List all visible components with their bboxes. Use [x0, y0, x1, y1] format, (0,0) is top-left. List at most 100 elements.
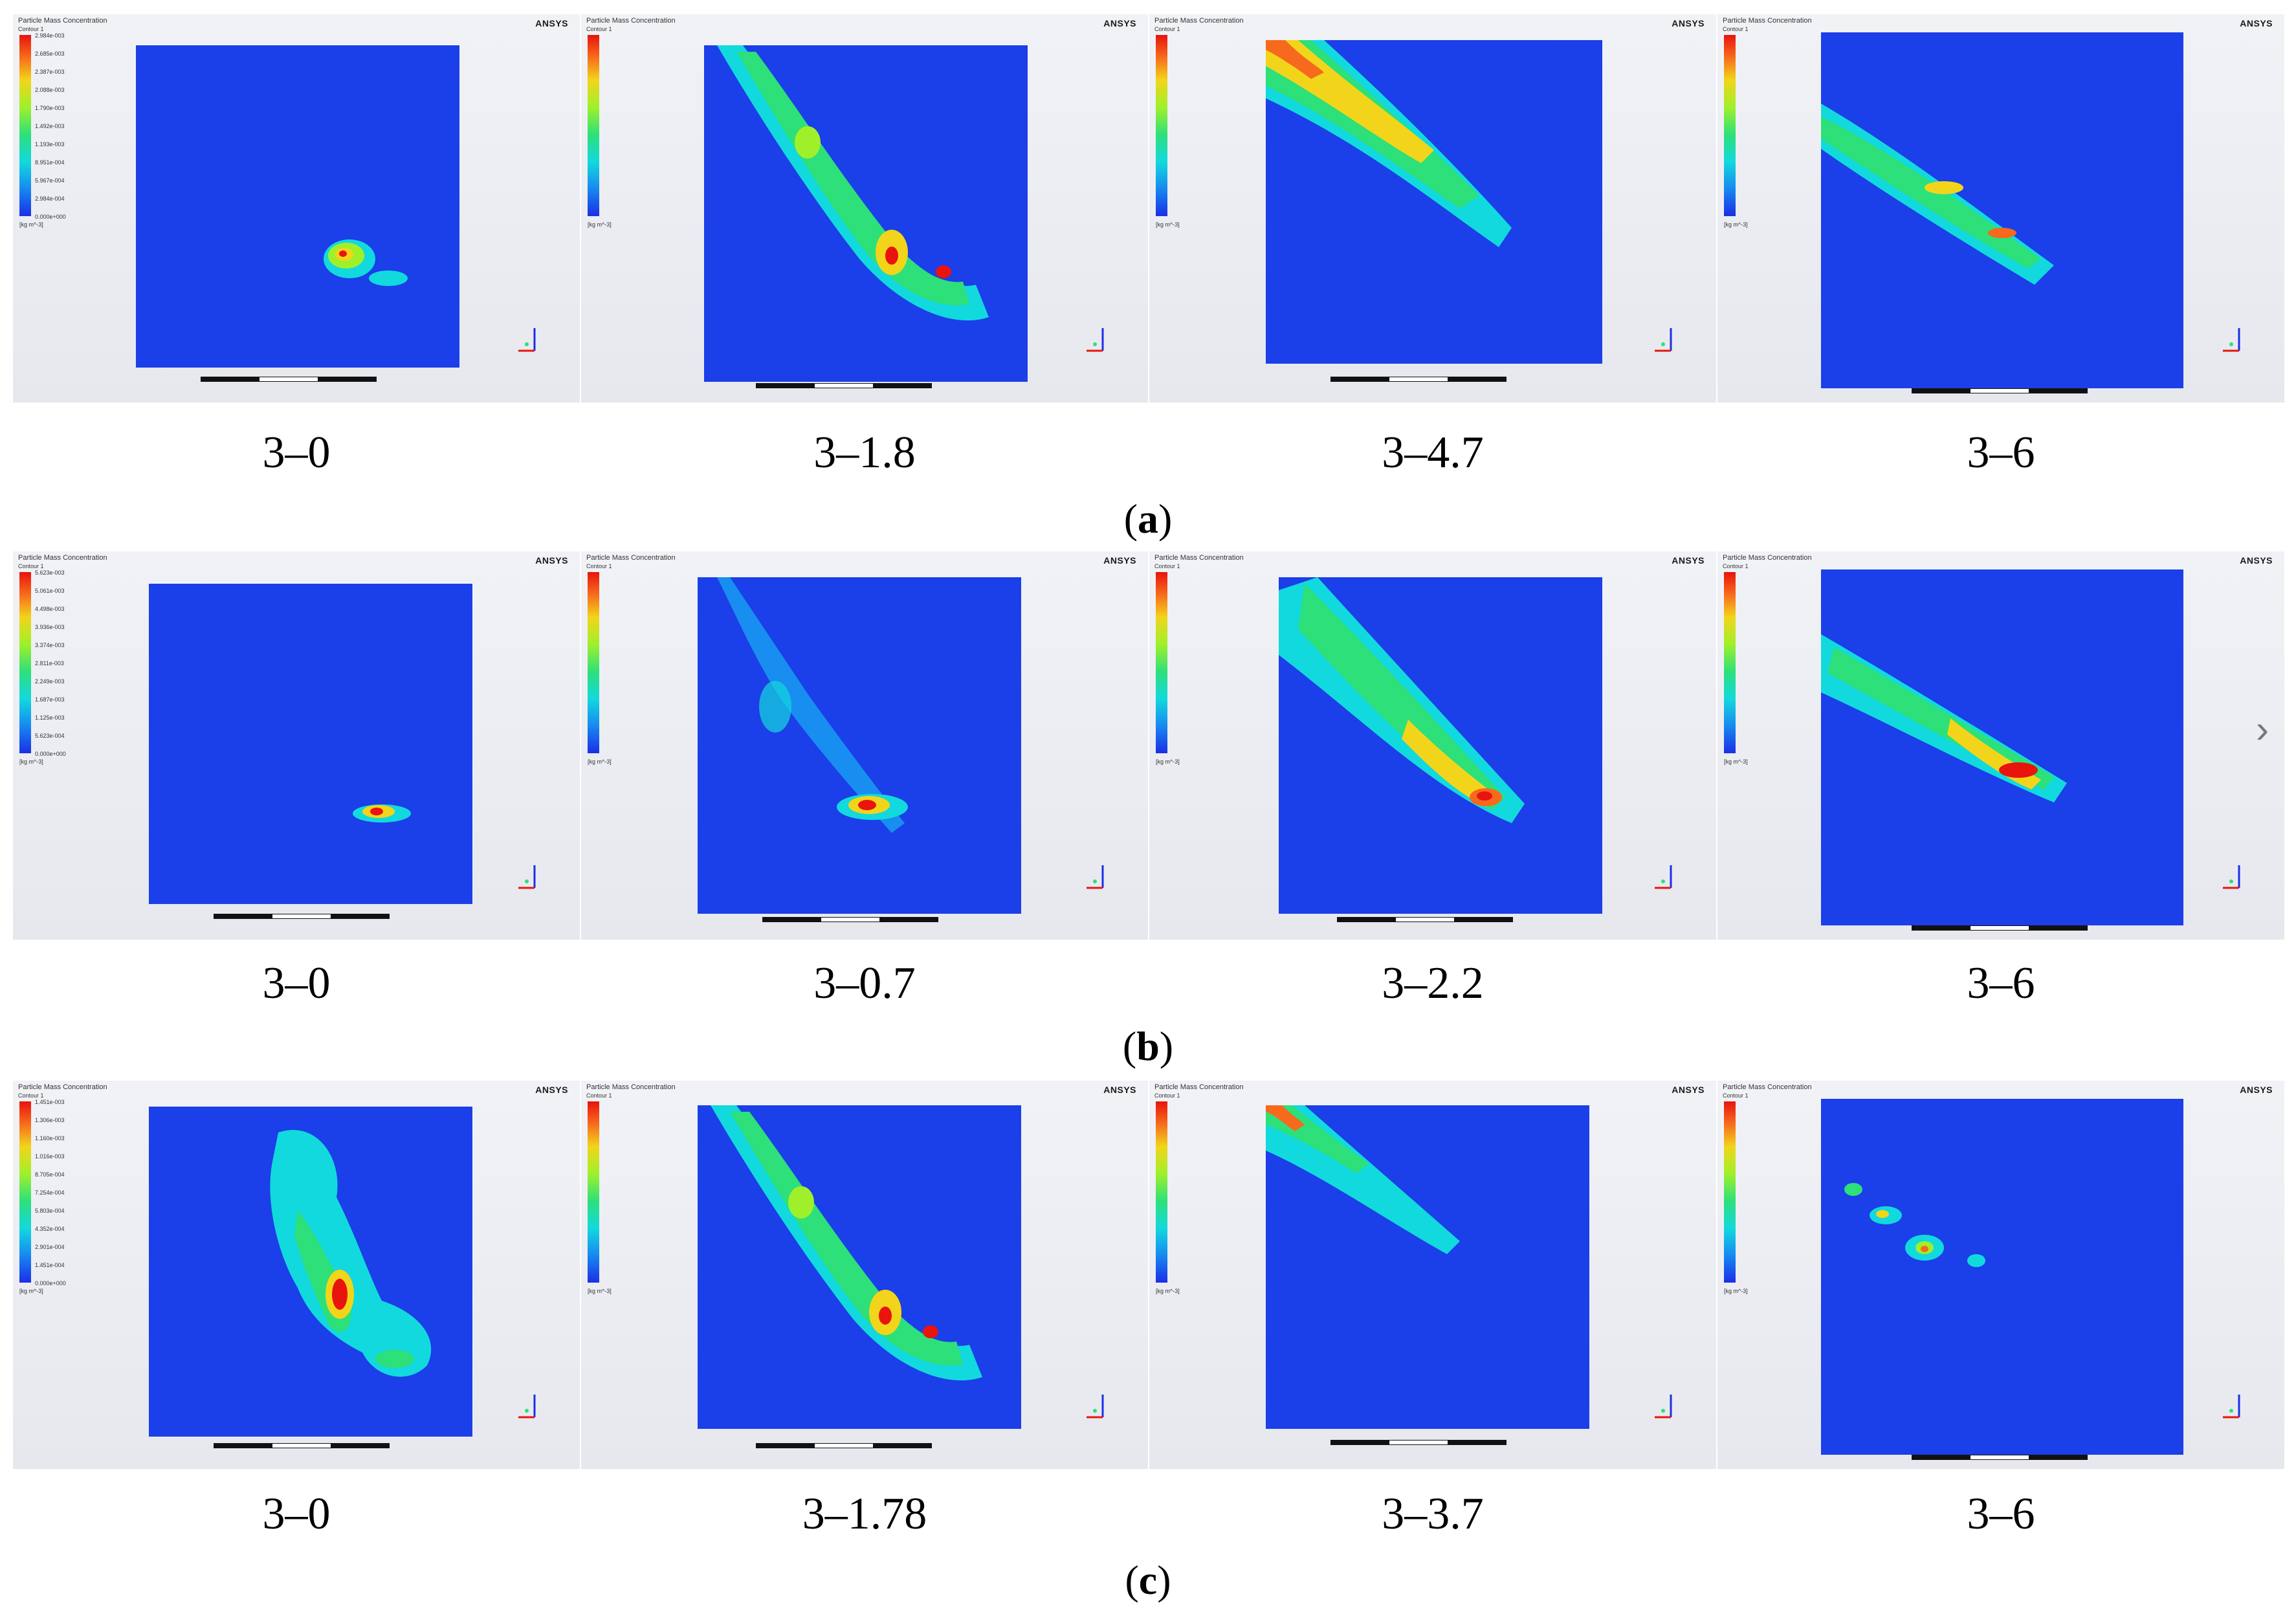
legend-colorbar: [1724, 35, 1736, 216]
ansys-logo: ANSYS: [1672, 1085, 1705, 1095]
legend-colorbar: [1156, 572, 1167, 753]
legend-colorbar: [588, 35, 599, 216]
contour-panel: Particle Mass Concentration Contour 1 AN…: [581, 1081, 1148, 1469]
simulation-domain: [1821, 32, 2183, 388]
panel-title: Particle Mass Concentration: [18, 17, 107, 25]
color-legend: [kg m^-3]: [1156, 35, 1180, 228]
legend-tick-label: 1.160e-003: [35, 1135, 65, 1142]
legend-colorbar: [19, 1101, 31, 1283]
panel-label: 3–0: [262, 958, 331, 1008]
legend-tick-label: 2.984e-003: [35, 32, 65, 39]
panel-label: 3–6: [1967, 1489, 2035, 1539]
legend-tick-label: 0.000e+000: [35, 751, 66, 757]
panel-subtitle: Contour 1: [1723, 26, 1749, 32]
legend-tick-label: 3.374e-003: [35, 642, 65, 648]
panel-title: Particle Mass Concentration: [1154, 1083, 1244, 1091]
ansys-logo: ANSYS: [2240, 1085, 2273, 1095]
legend-colorbar: [1156, 35, 1167, 216]
figure-row-c: Particle Mass Concentration Contour 1 AN…: [13, 1081, 2284, 1469]
legend-colorbar: [1724, 1101, 1736, 1283]
legend-tick-label: 2.811e-003: [35, 660, 64, 667]
scale-bar: [756, 383, 932, 388]
panel-label: 3–0: [262, 428, 331, 478]
panel-title: Particle Mass Concentration: [1154, 17, 1244, 25]
axis-triad-icon: [2223, 1395, 2240, 1419]
legend-tick-label: 1.790e-003: [35, 105, 65, 111]
legend-tick-label: 5.623e-004: [35, 733, 65, 739]
legend-tick-label: 7.254e-004: [35, 1189, 65, 1196]
ansys-logo: ANSYS: [1103, 555, 1136, 566]
panel-title: Particle Mass Concentration: [18, 554, 107, 562]
concentration-plume: [270, 1130, 432, 1377]
simulation-domain: [1266, 1105, 1589, 1429]
panel-subtitle: Contour 1: [18, 563, 44, 569]
legend-tick-label: 1.016e-003: [35, 1153, 65, 1160]
legend-tick-label: 1.125e-003: [35, 714, 65, 721]
concentration-plume: [711, 1105, 982, 1381]
legend-tick-label: 1.687e-003: [35, 696, 65, 703]
legend-tick-label: 5.967e-004: [35, 177, 65, 184]
contour-panel: Particle Mass Concentration Contour 1 AN…: [13, 1081, 580, 1469]
legend-unit: [kg m^-3]: [1156, 1288, 1180, 1294]
legend-tick-label: 5.061e-003: [35, 588, 65, 594]
color-legend: [kg m^-3]: [1724, 35, 1748, 228]
panel-label: 3–1.8: [813, 428, 916, 478]
panel-subtitle: Contour 1: [1154, 563, 1180, 569]
panel-label: 3–3.7: [1382, 1489, 1484, 1539]
axis-triad-icon: [1655, 865, 1672, 889]
panel-title: Particle Mass Concentration: [1723, 554, 1812, 562]
subfigure-caption-c: (c): [1125, 1557, 1171, 1603]
contour-panel: Particle Mass Concentration Contour 1 AN…: [1149, 1081, 1716, 1469]
axis-triad-icon: [1087, 865, 1104, 889]
contour-panel: Particle Mass Concentration Contour 1 AN…: [1717, 1081, 2284, 1469]
concentration-plume: [717, 577, 908, 833]
color-legend: 1.451e-003 1.306e-003 1.160e-003 1.016e-003…: [19, 1099, 66, 1294]
legend-colorbar: [1724, 572, 1736, 753]
color-legend: [kg m^-3]: [588, 572, 612, 765]
legend-unit: [kg m^-3]: [19, 221, 43, 228]
scale-bar: [1330, 1440, 1507, 1445]
legend-unit: [kg m^-3]: [1724, 1288, 1748, 1294]
figure-row-b: Particle Mass Concentration Contour 1 AN…: [13, 551, 2284, 940]
concentration-plume: [1844, 1183, 1985, 1267]
axis-triad-icon: [518, 865, 536, 889]
panel-title: Particle Mass Concentration: [18, 1083, 107, 1091]
chevron-right-icon[interactable]: ›: [2256, 707, 2269, 751]
axis-triad-icon: [1655, 328, 1672, 352]
legend-colorbar: [1156, 1101, 1167, 1283]
color-legend: [kg m^-3]: [1724, 1101, 1748, 1294]
legend-ticks: 5.623e-003 5.061e-003 4.498e-003 3.936e-003…: [35, 569, 100, 757]
panel-label: 3–0.7: [813, 958, 916, 1008]
legend-tick-label: 2.088e-003: [35, 87, 65, 93]
legend-unit: [kg m^-3]: [19, 758, 43, 765]
color-legend: 2.984e-003 2.685e-003 2.387e-003 2.088e-003…: [19, 32, 66, 228]
legend-colorbar: [588, 572, 599, 753]
ansys-logo: ANSYS: [2240, 18, 2273, 28]
legend-unit: [kg m^-3]: [19, 1288, 43, 1294]
legend-tick-label: 2.387e-003: [35, 69, 65, 75]
ansys-logo: ANSYS: [2240, 555, 2273, 566]
panel-title: Particle Mass Concentration: [1154, 554, 1244, 562]
simulation-domain: [149, 584, 472, 904]
panel-title: Particle Mass Concentration: [1723, 1083, 1812, 1091]
ansys-logo: ANSYS: [1103, 18, 1136, 28]
axis-triad-icon: [2223, 328, 2240, 352]
scale-bar: [1912, 1455, 2088, 1460]
scale-bar: [1912, 925, 2088, 931]
color-legend: [kg m^-3]: [1156, 572, 1180, 765]
legend-unit: [kg m^-3]: [588, 758, 612, 765]
panel-label: 3–1.78: [802, 1489, 927, 1539]
contour-panel: Particle Mass Concentration Contour 1 AN…: [13, 14, 580, 403]
panel-title: Particle Mass Concentration: [586, 554, 676, 562]
panel-subtitle: Contour 1: [586, 26, 612, 32]
color-legend: 5.623e-003 5.061e-003 4.498e-003 3.936e-003…: [19, 569, 66, 765]
concentration-plume: [1821, 634, 2067, 802]
legend-ticks: 2.984e-003 2.685e-003 2.387e-003 2.088e-003…: [35, 32, 100, 220]
simulation-domain: [698, 1105, 1021, 1429]
simulation-domain: [1266, 40, 1602, 364]
panel-title: Particle Mass Concentration: [1723, 17, 1812, 25]
concentration-plume: [1821, 104, 2054, 285]
legend-tick-label: 3.936e-003: [35, 624, 65, 630]
legend-tick-label: 1.306e-003: [35, 1117, 65, 1123]
panel-title: Particle Mass Concentration: [586, 17, 676, 25]
